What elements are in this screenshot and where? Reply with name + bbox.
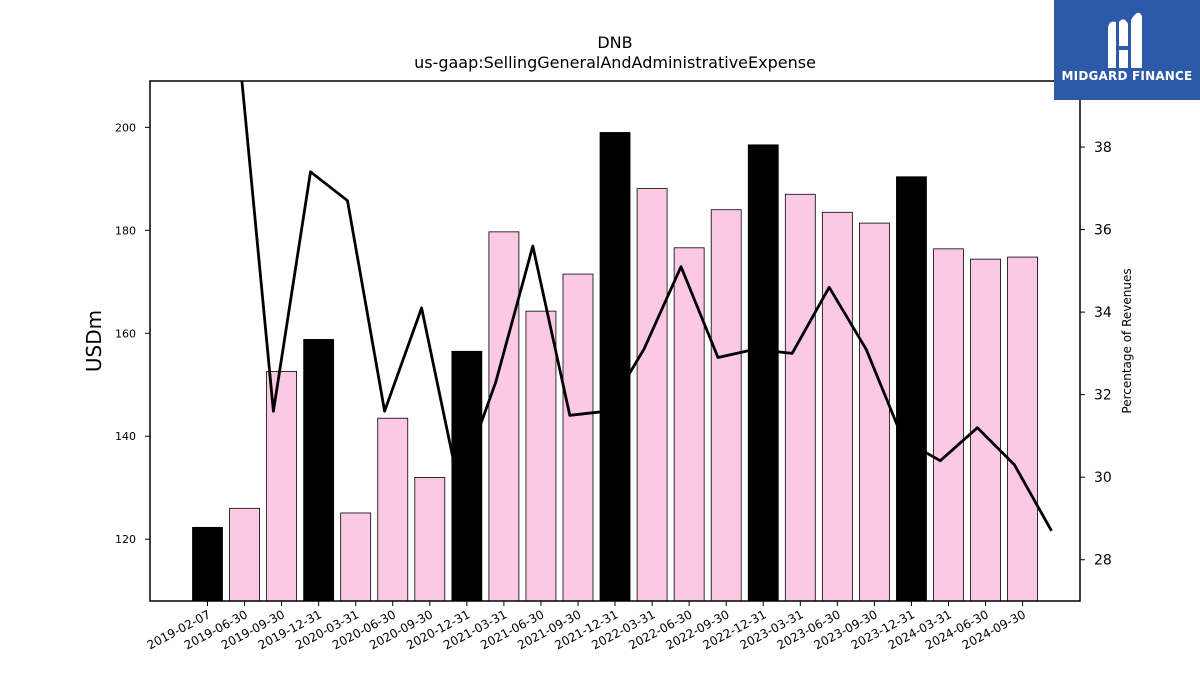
y-tick-label: 140 [115,430,136,443]
bar [599,132,631,602]
bar [821,211,853,602]
y2-tick-label: 32 [1094,388,1112,404]
y2-tick-label: 34 [1094,305,1112,321]
bar [673,247,705,602]
y2-axis-label: Percentage of Revenues [1120,268,1134,413]
bar [488,231,520,602]
bar [303,339,335,602]
bar [710,209,742,602]
bar [562,273,594,602]
y-axis-label: USDm [82,310,106,372]
brand-logo: MIDGARD FINANCE [1054,0,1200,100]
y2-tick-label: 38 [1094,140,1112,156]
y-tick-label: 160 [115,327,136,340]
x-axis: 2019-02-072019-06-302019-09-302019-12-31… [145,601,1028,652]
brand-logo-text: MIDGARD FINANCE [1061,69,1193,83]
y2-tick-label: 30 [1094,470,1112,486]
y2-tick-label: 28 [1094,553,1112,569]
bar [896,176,927,602]
bar [377,417,409,602]
midgard-logo-icon [1108,12,1142,68]
chart-title: DNB [597,33,632,52]
bar [192,526,223,602]
percentage-line [240,81,1053,532]
y-tick-label: 120 [115,533,136,546]
bar [266,370,298,602]
bar [636,188,668,602]
chart-subtitle: us-gaap:SellingGeneralAndAdministrativeE… [414,53,816,72]
line-group [240,81,1053,532]
bar [340,512,372,602]
y-tick-label: 200 [115,121,136,134]
bar [1007,256,1038,602]
y-axis: 120 140 160 180 200 [115,121,150,546]
y-tick-label: 180 [115,224,136,237]
bars-group [192,132,1038,602]
bar [784,193,816,602]
bar [933,248,964,602]
y2-axis: 28 30 32 34 36 38 [1080,140,1112,569]
bar [229,507,260,602]
bar [747,144,779,602]
y2-tick-label: 36 [1094,223,1112,239]
bar [859,222,890,602]
bar [525,310,557,602]
bar [414,477,446,602]
